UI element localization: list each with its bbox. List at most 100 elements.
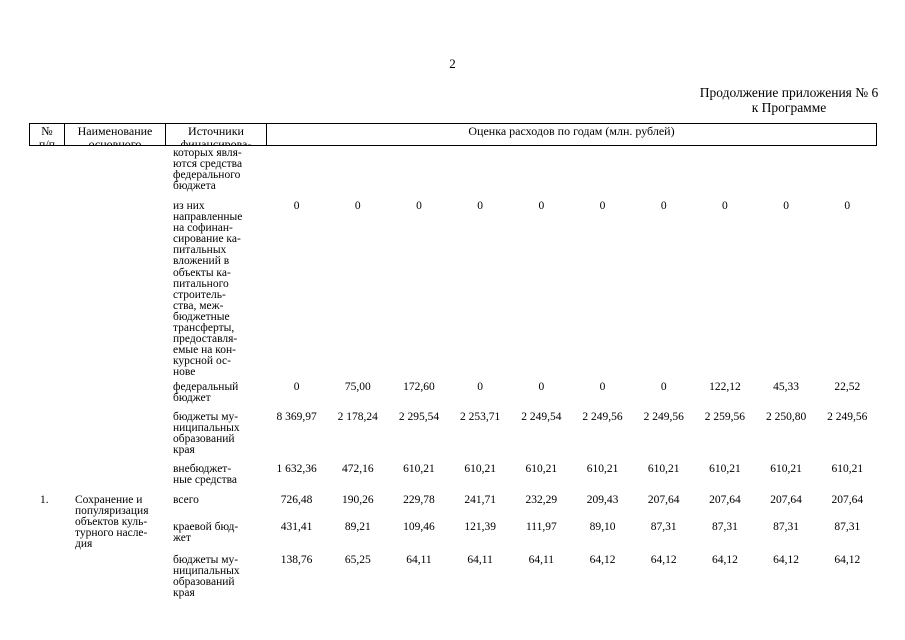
- value-cell: 0: [599, 200, 606, 212]
- row-source-label: краевой бюд- жет: [173, 521, 239, 545]
- value-cell: 0: [293, 381, 300, 393]
- value-cell: 2 249,54: [521, 411, 562, 423]
- value-cell: 122,12: [709, 381, 741, 393]
- value-cell: 0: [844, 200, 851, 212]
- value-cell: 0: [538, 381, 545, 393]
- row-source-label: бюджеты му- ниципальных образований края: [173, 411, 240, 457]
- value-cell: 87,31: [711, 521, 738, 533]
- row-source-label: которых явля- ются средства федерального…: [173, 147, 243, 193]
- value-cell: 0: [538, 200, 545, 212]
- value-cell: 0: [660, 381, 667, 393]
- value-cell: 0: [293, 200, 300, 212]
- value-cell: 610,21: [403, 463, 435, 475]
- header-col-num: № п/п: [30, 124, 65, 145]
- header-col-name-line1: Наименование: [77, 124, 153, 138]
- value-cell: 726,48: [280, 494, 313, 506]
- value-cell: 75,00: [344, 381, 371, 393]
- page-number: 2: [449, 56, 456, 71]
- header-col-years: Оценка расходов по годам (млн. рублей): [267, 124, 876, 145]
- value-cell: 0: [783, 200, 789, 212]
- row-values: 726,48 190,26 229,78 241,71 232,29 209,4…: [266, 494, 878, 506]
- value-cell: 610,21: [709, 463, 741, 475]
- row-source-label: бюджеты му- ниципальных образований края: [173, 554, 240, 600]
- value-cell: 87,31: [773, 521, 800, 533]
- value-cell: 0: [599, 381, 606, 393]
- continuation-line2: к Программе: [751, 100, 827, 115]
- header-col-num-line1: №: [41, 124, 53, 138]
- value-cell: 610,21: [586, 463, 619, 475]
- row-values: 0 0 0 0 0 0 0 0 0 0: [266, 200, 878, 212]
- value-cell: 431,41: [280, 521, 313, 533]
- value-cell: 45,33: [773, 381, 800, 393]
- header-col-sources: Источники финансирова-: [166, 124, 267, 145]
- value-cell: 64,11: [406, 554, 432, 566]
- row-source-label: внебюджет- ные средства: [173, 463, 238, 487]
- value-cell: 111,97: [525, 521, 557, 533]
- header-col-sources-line2: финансирова-: [180, 136, 252, 146]
- value-cell: 65,25: [344, 554, 371, 566]
- value-cell: 241,71: [464, 494, 496, 506]
- value-cell: 64,11: [528, 554, 555, 566]
- value-cell: 64,12: [589, 554, 616, 566]
- value-cell: 2 249,56: [827, 411, 868, 423]
- value-cell: 87,31: [834, 521, 861, 533]
- value-cell: 0: [416, 200, 422, 212]
- value-cell: 207,64: [770, 494, 802, 506]
- value-cell: 1 632,36: [276, 463, 317, 475]
- value-cell: 229,78: [403, 494, 435, 506]
- value-cell: 207,64: [709, 494, 741, 506]
- value-cell: 172,60: [403, 381, 435, 393]
- value-cell: 2 295,54: [398, 411, 440, 423]
- value-cell: 190,26: [341, 494, 374, 506]
- row-values: 431,41 89,21 109,46 121,39 111,97 89,10 …: [266, 521, 878, 533]
- row-source-label: всего: [173, 494, 199, 506]
- continuation-line1: Продолжение приложения № 6: [699, 85, 879, 100]
- value-cell: 64,12: [711, 554, 738, 566]
- value-cell: 22,52: [834, 381, 861, 393]
- row-values: 8 369,97 2 178,24 2 295,54 2 253,71 2 24…: [266, 411, 878, 423]
- value-cell: 472,16: [341, 463, 374, 475]
- value-cell: 0: [722, 200, 728, 212]
- row-values: 0 75,00 172,60 0 0 0 0 122,12 45,33 22,5…: [266, 381, 878, 393]
- row-source-label: из них направленные на софинан- сировани…: [173, 200, 243, 379]
- header-col-num-line2: п/п: [38, 136, 56, 146]
- value-cell: 121,39: [464, 521, 496, 533]
- header-col-sources-line1: Источники: [188, 124, 244, 138]
- value-cell: 610,21: [464, 463, 496, 475]
- value-cell: 0: [477, 381, 484, 393]
- row-values: 138,76 65,25 64,11 64,11 64,11 64,12 64,…: [266, 554, 878, 566]
- value-cell: 2 249,56: [582, 411, 623, 423]
- header-col-name: Наименование основного: [65, 124, 166, 145]
- value-cell: 2 259,56: [704, 411, 746, 423]
- value-cell: 610,21: [831, 463, 864, 475]
- row-item-name: Сохранение и популяризация объектов куль…: [75, 494, 149, 551]
- value-cell: 232,29: [525, 494, 558, 506]
- value-cell: 138,76: [280, 554, 313, 566]
- value-cell: 8 369,97: [276, 411, 317, 423]
- value-cell: 109,46: [403, 521, 435, 533]
- row-item-number: 1.: [40, 494, 49, 506]
- value-cell: 2 249,56: [643, 411, 684, 423]
- value-cell: 2 178,24: [337, 411, 378, 423]
- value-cell: 207,64: [647, 494, 680, 506]
- value-cell: 610,21: [647, 463, 680, 475]
- continuation-note: Продолжение приложения № 6 к Программе: [688, 85, 890, 115]
- value-cell: 64,12: [773, 554, 800, 566]
- value-cell: 0: [477, 200, 484, 212]
- value-cell: 89,21: [344, 521, 371, 533]
- value-cell: 89,10: [589, 521, 616, 533]
- value-cell: 0: [660, 200, 667, 212]
- value-cell: 2 253,71: [460, 411, 501, 423]
- value-cell: 64,12: [650, 554, 677, 566]
- value-cell: 64,11: [467, 554, 493, 566]
- table-header-row: № п/п Наименование основного Источники ф…: [29, 123, 877, 146]
- value-cell: 87,31: [650, 521, 677, 533]
- header-col-name-line2: основного: [88, 136, 142, 146]
- value-cell: 209,43: [586, 494, 619, 506]
- value-cell: 2 250,80: [765, 411, 807, 423]
- value-cell: 610,21: [770, 463, 802, 475]
- value-cell: 610,21: [525, 463, 558, 475]
- row-source-label: федеральный бюджет: [173, 381, 239, 405]
- header-col-years-line1: Оценка расходов по годам (млн. рублей): [468, 124, 675, 138]
